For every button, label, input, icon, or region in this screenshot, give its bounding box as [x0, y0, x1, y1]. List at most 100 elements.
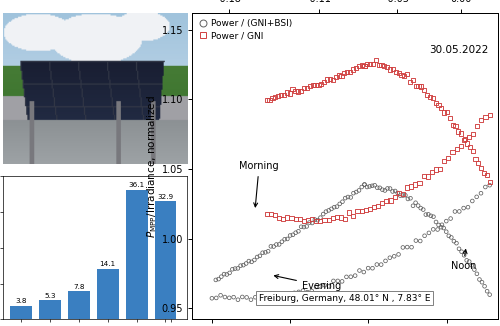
Point [381, 188, 389, 193]
Text: Freiburg, Germany, 48.01° N , 7.83° E: Freiburg, Germany, 48.01° N , 7.83° E [259, 294, 430, 303]
Point [320, 283, 328, 288]
Point [383, 65, 391, 70]
Point [474, 160, 482, 165]
Point [396, 193, 404, 198]
Point [392, 70, 400, 75]
Point [358, 185, 366, 190]
Point [248, 259, 256, 264]
Point [465, 259, 473, 264]
Point [378, 62, 386, 67]
Point [460, 205, 468, 211]
Point [440, 158, 448, 164]
Point [436, 166, 444, 171]
Point [342, 274, 350, 279]
Point [238, 294, 246, 300]
Point [292, 230, 300, 235]
Point [444, 156, 452, 161]
Point [336, 201, 344, 206]
Point [214, 276, 222, 282]
Point [382, 198, 390, 203]
Point [245, 259, 253, 264]
Point [386, 255, 394, 260]
Point [416, 180, 424, 185]
Point [450, 239, 458, 244]
Point [258, 250, 266, 255]
Point [399, 191, 407, 197]
Point [352, 65, 360, 70]
Point [346, 195, 354, 200]
Point [434, 222, 442, 228]
Point [452, 146, 460, 151]
Point [294, 89, 302, 94]
Point [412, 83, 420, 88]
Point [208, 296, 216, 301]
Point [432, 100, 440, 105]
Point [284, 215, 292, 220]
Point [366, 207, 374, 212]
Point [312, 218, 320, 224]
Point [347, 274, 355, 279]
Point [333, 215, 341, 220]
Point [318, 82, 326, 87]
Point [442, 229, 450, 234]
Point [271, 212, 279, 217]
Point [262, 250, 270, 255]
Point [412, 182, 420, 187]
Point [360, 270, 368, 275]
Point [457, 131, 465, 136]
Point [400, 73, 408, 78]
Point [226, 270, 234, 275]
Point [286, 291, 294, 296]
Point [416, 205, 424, 211]
Point [418, 84, 426, 89]
Point [469, 132, 477, 137]
Point [429, 95, 437, 100]
Bar [39, 301, 61, 319]
Point [300, 85, 308, 91]
Bar [96, 269, 118, 319]
Point [389, 67, 397, 72]
Point [311, 217, 319, 222]
Point [332, 74, 340, 80]
Point [308, 83, 316, 88]
Point [408, 244, 416, 250]
Point [404, 196, 412, 201]
Point [264, 292, 272, 297]
Point [267, 244, 275, 249]
Point [369, 62, 377, 67]
Point [223, 272, 231, 277]
Point [398, 72, 406, 77]
Point [226, 295, 234, 301]
Point [466, 145, 474, 150]
Point [282, 293, 290, 298]
Point [312, 82, 320, 87]
Point [343, 70, 351, 75]
Point [395, 190, 403, 196]
Point [390, 194, 398, 200]
Point [341, 196, 349, 201]
Point [391, 188, 399, 194]
Point [283, 90, 291, 95]
Point [326, 77, 334, 82]
Point [437, 225, 445, 230]
Point [482, 114, 490, 120]
Text: 36.1: 36.1 [128, 182, 144, 188]
Point [297, 88, 305, 94]
Point [406, 79, 414, 84]
Point [264, 249, 272, 254]
Point [260, 294, 268, 300]
Point [312, 284, 320, 289]
Point [275, 242, 283, 247]
Point [457, 143, 465, 149]
Point [486, 292, 494, 297]
Point [286, 233, 294, 238]
Point [445, 233, 453, 238]
Legend: Power / (GNI+BSI), Power / GNI: Power / (GNI+BSI), Power / GNI [197, 18, 294, 42]
Point [384, 186, 392, 191]
Point [338, 279, 346, 284]
Point [374, 203, 382, 209]
Point [324, 208, 332, 213]
Point [472, 194, 480, 200]
Bar [126, 190, 148, 319]
Point [329, 77, 337, 82]
